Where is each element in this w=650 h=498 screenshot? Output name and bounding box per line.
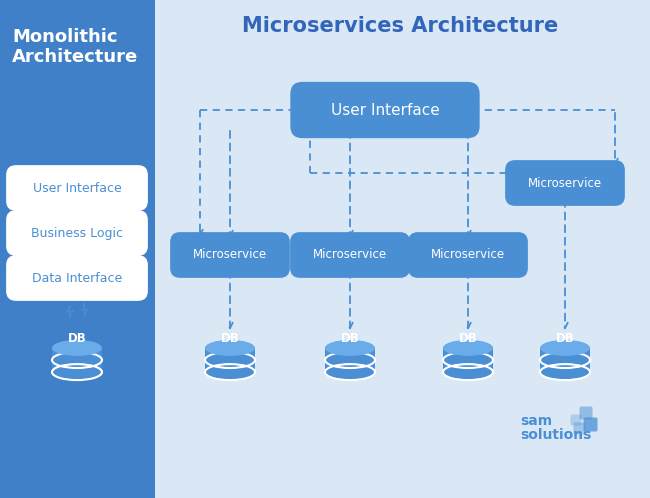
Ellipse shape	[325, 340, 375, 356]
Text: sam: sam	[520, 414, 552, 428]
Bar	[325, 348, 375, 372]
FancyBboxPatch shape	[505, 160, 625, 206]
Bar	[443, 348, 493, 372]
Text: DB: DB	[459, 333, 477, 346]
Text: Microservices Architecture: Microservices Architecture	[242, 16, 558, 36]
Text: Microservice: Microservice	[528, 176, 602, 190]
FancyBboxPatch shape	[6, 165, 148, 211]
Ellipse shape	[540, 340, 590, 356]
Text: Microservice: Microservice	[431, 249, 505, 261]
Ellipse shape	[52, 364, 102, 380]
FancyBboxPatch shape	[6, 255, 148, 301]
Bar	[205, 348, 255, 372]
Text: User Interface: User Interface	[32, 181, 122, 195]
Text: Microservice: Microservice	[313, 249, 387, 261]
Text: DB: DB	[220, 333, 239, 346]
Ellipse shape	[52, 340, 102, 356]
Text: User Interface: User Interface	[331, 103, 439, 118]
Ellipse shape	[443, 364, 493, 380]
FancyBboxPatch shape	[290, 232, 410, 278]
FancyBboxPatch shape	[170, 232, 290, 278]
Text: Architecture: Architecture	[12, 48, 138, 66]
FancyBboxPatch shape	[291, 82, 480, 138]
Text: solutions: solutions	[520, 428, 592, 442]
Text: Data Interface: Data Interface	[32, 271, 122, 284]
FancyBboxPatch shape	[571, 414, 582, 425]
FancyBboxPatch shape	[580, 406, 593, 419]
Bar	[0, 0, 155, 498]
Text: Microservice: Microservice	[193, 249, 267, 261]
Text: Monolithic: Monolithic	[12, 28, 118, 46]
FancyBboxPatch shape	[408, 232, 528, 278]
FancyBboxPatch shape	[584, 417, 597, 431]
Text: Business Logic: Business Logic	[31, 227, 123, 240]
Text: DB: DB	[341, 333, 359, 346]
FancyBboxPatch shape	[573, 422, 586, 434]
Ellipse shape	[325, 364, 375, 380]
Text: DB: DB	[68, 333, 86, 346]
Bar	[540, 348, 590, 372]
Bar	[52, 348, 102, 372]
Ellipse shape	[443, 340, 493, 356]
Ellipse shape	[205, 364, 255, 380]
Text: DB: DB	[556, 333, 575, 346]
Ellipse shape	[205, 340, 255, 356]
Ellipse shape	[540, 364, 590, 380]
FancyBboxPatch shape	[6, 210, 148, 256]
